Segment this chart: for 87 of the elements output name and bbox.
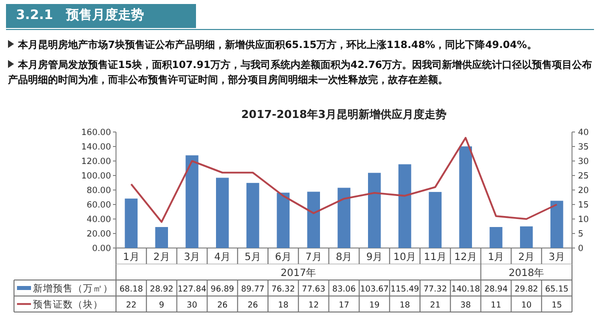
y-tick-label: 0.00 bbox=[92, 244, 111, 254]
y-tick-label: 140.00 bbox=[81, 142, 111, 152]
y-tick-label: 40.00 bbox=[86, 215, 111, 225]
bar bbox=[459, 146, 472, 248]
y2-tick-label: 20 bbox=[578, 186, 589, 196]
data-label: 76.32 bbox=[271, 284, 295, 294]
chart-title: 2017-2018年3月昆明新增供应月度走势 bbox=[241, 108, 447, 121]
data-label: 18 bbox=[400, 300, 410, 310]
bar bbox=[276, 192, 290, 248]
data-label: 17 bbox=[338, 300, 350, 310]
bar bbox=[124, 198, 138, 248]
x-tick-label: 12月 bbox=[454, 252, 477, 263]
x-tick-label: 9月 bbox=[366, 252, 383, 263]
x-tick-label: 5月 bbox=[244, 252, 261, 263]
data-label: 29.82 bbox=[514, 284, 538, 294]
data-label: 12 bbox=[308, 300, 319, 310]
data-label: 103.67 bbox=[360, 284, 389, 294]
line-series bbox=[130, 136, 558, 223]
x-tick-label: 3月 bbox=[184, 252, 200, 263]
data-label: 65.15 bbox=[545, 284, 569, 294]
bar bbox=[307, 192, 320, 248]
x-tick-label: 11月 bbox=[424, 252, 447, 263]
data-label: 96.89 bbox=[210, 284, 234, 294]
data-label: 30 bbox=[186, 300, 198, 310]
data-label: 21 bbox=[430, 300, 440, 310]
data-label: 77.63 bbox=[302, 284, 326, 294]
y2-tick-label: 15 bbox=[578, 200, 589, 210]
bar bbox=[490, 227, 502, 248]
y-tick-label: 80.00 bbox=[86, 186, 111, 196]
data-label: 127.84 bbox=[178, 284, 206, 294]
x-tick-label: 10月 bbox=[393, 252, 416, 263]
data-label: 19 bbox=[369, 300, 380, 310]
data-label: 26 bbox=[248, 300, 258, 310]
y2-tick-label: 35 bbox=[578, 142, 589, 152]
text: 2017年 bbox=[280, 267, 316, 279]
x-tick-label: 2月 bbox=[153, 252, 170, 263]
y-tick-label: 20.00 bbox=[86, 230, 111, 240]
data-label: 28.92 bbox=[150, 284, 174, 294]
bar bbox=[338, 188, 350, 248]
data-label: 10 bbox=[521, 300, 532, 310]
data-label: 77.32 bbox=[423, 284, 447, 294]
bar bbox=[550, 200, 564, 248]
x-tick-label: 1月 bbox=[488, 252, 504, 263]
x-tick-label: 4月 bbox=[214, 252, 231, 263]
y2-tick-label: 0 bbox=[578, 244, 584, 254]
text: 本月昆明房地产市场7块预售证公布产品明细，新增供应面积65.15万方，环比上涨118.48%，同比下降49.04%。 bbox=[16, 38, 538, 53]
bar bbox=[186, 155, 198, 248]
x-tick-label: 2月 bbox=[518, 252, 535, 263]
x-tick-label: 1月 bbox=[123, 252, 140, 263]
text: 3.2.1 预售月度走势 bbox=[6, 4, 196, 28]
data-label: 18 bbox=[278, 300, 288, 310]
data-label: 38 bbox=[460, 300, 471, 310]
x-tick-label: 8月 bbox=[336, 252, 352, 263]
y2-tick-label: 25 bbox=[578, 172, 589, 182]
data-label: 140.18 bbox=[451, 284, 480, 294]
bar bbox=[246, 182, 260, 248]
data-label: 68.18 bbox=[119, 284, 143, 294]
y2-tick-label: 30 bbox=[578, 157, 589, 167]
data-label: 83.06 bbox=[332, 284, 356, 294]
data-label: 115.49 bbox=[390, 284, 420, 294]
data-label: 89.77 bbox=[241, 284, 265, 294]
data-label: 26 bbox=[217, 300, 228, 310]
data-label: 15 bbox=[552, 300, 562, 310]
bar bbox=[428, 192, 442, 248]
x-tick-label: 3月 bbox=[548, 252, 565, 263]
y-tick-label: 160.00 bbox=[81, 128, 111, 138]
bar bbox=[398, 164, 412, 248]
bar bbox=[155, 227, 168, 248]
data-label: 9 bbox=[158, 300, 164, 310]
legend-label: 新增预售（万㎡） bbox=[33, 282, 113, 294]
data-label: 28.94 bbox=[484, 284, 508, 294]
y2-tick-label: 40 bbox=[578, 128, 589, 138]
bar bbox=[520, 226, 533, 248]
bar bbox=[216, 178, 229, 248]
bar bbox=[368, 172, 381, 248]
x-tick-label: 6月 bbox=[275, 252, 292, 263]
x-tick-label: 7月 bbox=[305, 252, 322, 263]
legend-label: 预售证数（块） bbox=[33, 298, 103, 310]
y2-tick-label: 5 bbox=[578, 230, 584, 240]
y-tick-label: 60.00 bbox=[86, 200, 111, 210]
text: 本月房管局发放预售证15块，面积107.91万方，与我司系统内差额面积为42.76万方。因我司新增供应统计口径以预售项目公布产品明细的时间为准，而非公布预售许可证时间，部分项目房间明细未一次性释放完，故存在差额。 bbox=[8, 58, 593, 88]
y-tick-label: 100.00 bbox=[81, 172, 111, 182]
y-tick-label: 120.00 bbox=[81, 157, 111, 167]
data-label: 11 bbox=[490, 300, 502, 310]
text: 2018年 bbox=[508, 267, 544, 279]
data-label: 22 bbox=[126, 300, 136, 310]
y2-tick-label: 10 bbox=[578, 215, 589, 225]
